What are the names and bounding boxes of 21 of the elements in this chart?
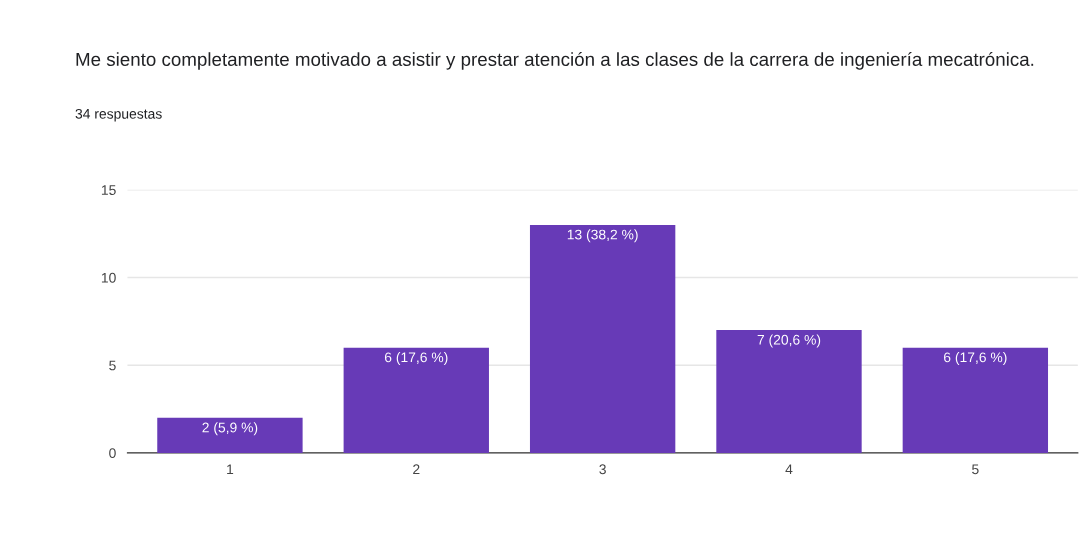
x-tick-label: 1: [227, 464, 234, 475]
x-tick-label: 2: [413, 464, 420, 475]
bar: [343, 347, 489, 453]
bar: [716, 330, 862, 453]
y-tick-label: 0: [109, 448, 116, 459]
data-label: 6 (17,6 %): [944, 352, 1007, 365]
data-label: 13 (38,2 %): [567, 229, 638, 243]
y-tick-label: 5: [109, 360, 116, 371]
bar: [157, 417, 303, 453]
y-tick-label: 15: [101, 185, 116, 195]
data-label: 7 (20,6 %): [757, 334, 821, 348]
bar: [529, 224, 676, 453]
x-tick-label: 3: [599, 464, 606, 475]
data-label: 2 (5,9 %): [202, 422, 258, 436]
x-tick-label: 5: [972, 464, 979, 475]
y-tick-label: 10: [101, 272, 116, 283]
data-label: 6 (17,6 %): [384, 352, 448, 365]
chart-subtitle: 34 respuestas: [75, 108, 162, 122]
chart-title: Me siento completamente motivado a asistir y prestar atención a las clases de la carrera de ingeniería mecatrónica.: [76, 52, 1034, 70]
bar: [902, 347, 1049, 453]
x-tick-label: 4: [785, 464, 793, 475]
